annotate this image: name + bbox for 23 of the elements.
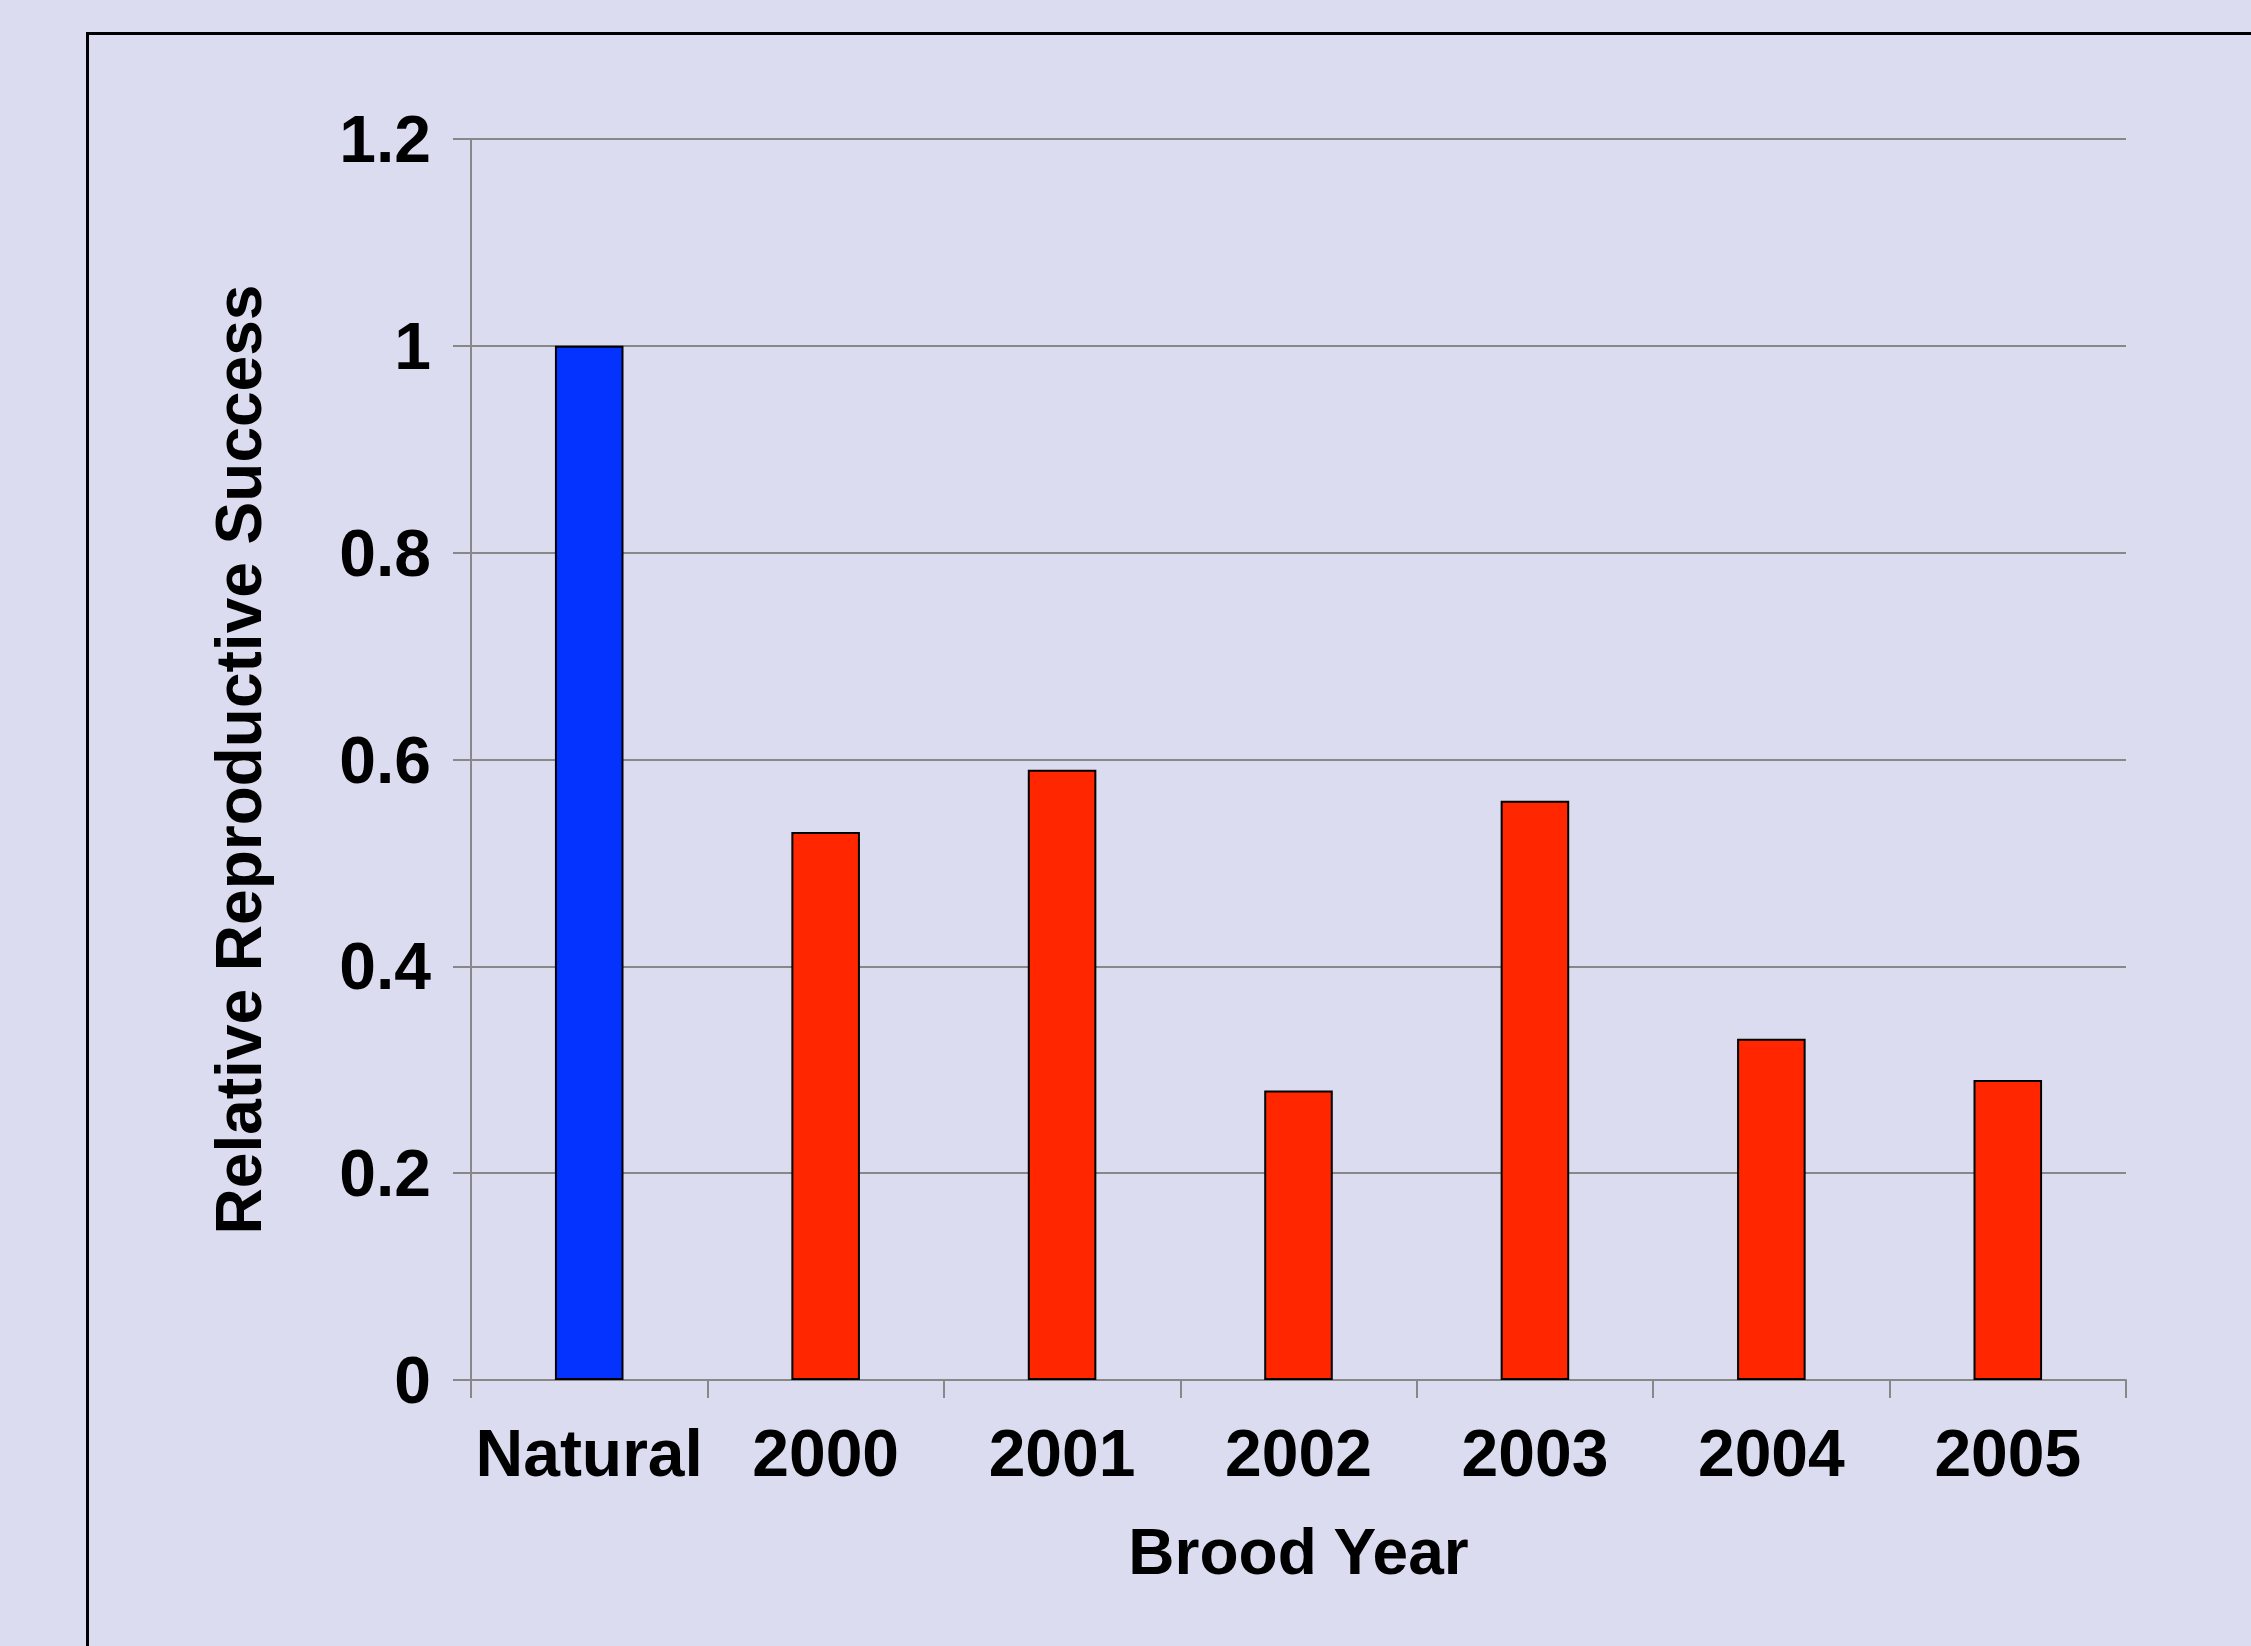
y-tick-label: 0.8 bbox=[339, 515, 431, 590]
x-tick-label: 2000 bbox=[752, 1416, 900, 1490]
bar bbox=[554, 345, 624, 1380]
y-tick-label: 0.2 bbox=[339, 1136, 431, 1211]
x-axis-title: Brood Year bbox=[1128, 1516, 1469, 1588]
y-tick-label: 0.4 bbox=[339, 929, 432, 1004]
y-axis-title: Relative Reproductive Success bbox=[203, 284, 275, 1235]
y-tick-label: 1.2 bbox=[339, 102, 431, 176]
x-tick-label: 2003 bbox=[1461, 1416, 1609, 1490]
x-tick-label: 2002 bbox=[1225, 1416, 1372, 1490]
y-tick-label: 1 bbox=[394, 308, 431, 383]
bar bbox=[1500, 800, 1570, 1380]
x-tick-label: 2001 bbox=[988, 1416, 1136, 1490]
bar bbox=[1737, 1038, 1806, 1380]
bar bbox=[1973, 1080, 2043, 1380]
x-tick-label: 2005 bbox=[1934, 1416, 2082, 1490]
bar bbox=[1027, 769, 1097, 1380]
y-tick-label: 0.6 bbox=[339, 722, 431, 797]
x-tick-label: 2004 bbox=[1697, 1416, 1846, 1490]
bar bbox=[1264, 1090, 1333, 1380]
y-tick-label: 0 bbox=[394, 1343, 431, 1417]
x-tick-label: Natural bbox=[475, 1416, 703, 1490]
bar bbox=[791, 831, 860, 1380]
